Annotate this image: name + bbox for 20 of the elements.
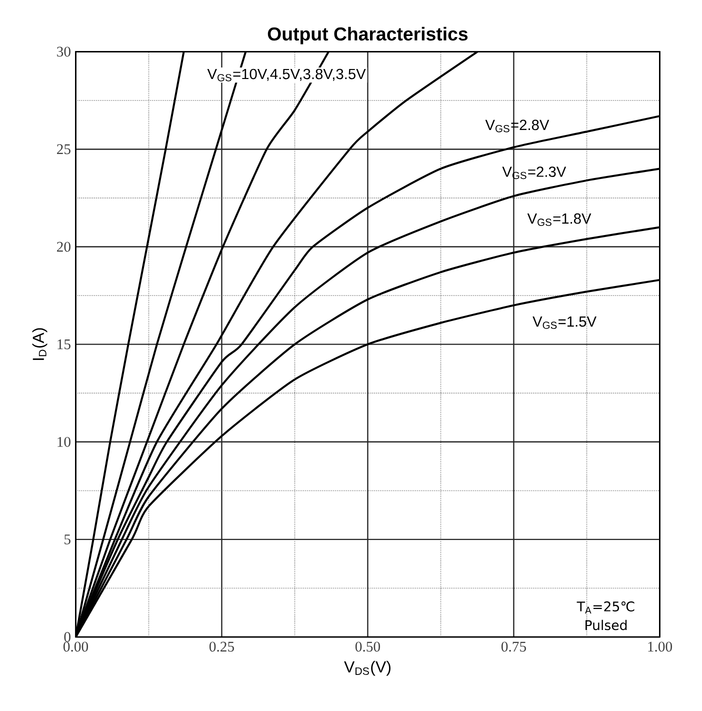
y-tick-label: 25 — [57, 144, 70, 154]
y-tick-label: 0 — [64, 632, 70, 642]
annotation: V$_{GS}$=10V,4.5V,3.8V,3.5V — [207, 68, 366, 82]
series-label: V$_{GS}$=1.5V — [532, 316, 596, 329]
series-label: V$_{GS}$=1.8V — [527, 213, 592, 226]
x-tick-label: 1.00 — [648, 642, 672, 652]
x-axis-title: V$_{DS}$(V) — [344, 660, 390, 676]
x-tick-label: 0.75 — [501, 642, 526, 652]
y-axis-title: I$_{D}$(A) — [32, 328, 48, 360]
y-tick-label: 15 — [58, 339, 70, 350]
y-tick-label: 5 — [64, 534, 70, 544]
y-tick-label: 20 — [57, 242, 70, 252]
x-tick-label: 0.00 — [63, 642, 88, 652]
x-tick-label: 0.25 — [209, 642, 234, 652]
y-tick-label: 30 — [57, 46, 70, 57]
chart-title: Output Characteristics — [268, 26, 468, 44]
x-tick-label: 0.50 — [355, 642, 380, 652]
annotation: Pulsed — [586, 620, 627, 630]
y-tick-label: 10 — [58, 436, 70, 447]
annotation: T$_{A}$=25℃ — [576, 601, 634, 614]
